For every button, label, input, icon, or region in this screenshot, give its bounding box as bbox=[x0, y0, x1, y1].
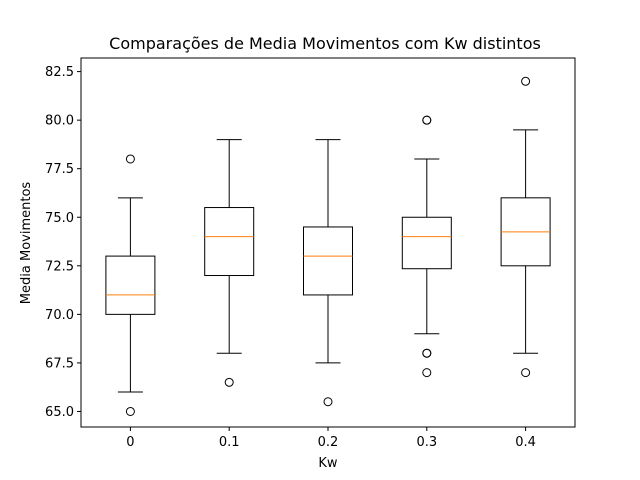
y-axis: 65.0 67.5 70.0 72.5 75.0 77.5 80.0 82.5 bbox=[45, 65, 81, 420]
x-tick-label: 0.2 bbox=[318, 435, 339, 450]
x-axis: 0 0.1 0.2 0.3 0.4 bbox=[126, 427, 536, 450]
y-tick-label: 65.0 bbox=[45, 405, 74, 420]
y-tick-label: 77.5 bbox=[45, 162, 74, 177]
box-0.1 bbox=[204, 139, 255, 387]
outlier-point bbox=[125, 154, 135, 164]
box-rect bbox=[204, 207, 255, 277]
y-tick-label: 82.5 bbox=[45, 65, 74, 80]
y-tick-label: 75.0 bbox=[45, 211, 74, 226]
x-tick-label: 0.4 bbox=[515, 435, 536, 450]
chart-title: Comparações de Media Movimentos com Kw d… bbox=[109, 34, 541, 53]
outlier-point bbox=[224, 377, 234, 387]
x-tick-label: 0.1 bbox=[219, 435, 240, 450]
outlier-point bbox=[422, 115, 432, 125]
outlier-point bbox=[323, 397, 333, 407]
boxes-group bbox=[105, 76, 551, 416]
box-rect bbox=[303, 226, 353, 296]
y-tick-label: 72.5 bbox=[45, 259, 74, 274]
box-0.3 bbox=[401, 115, 452, 378]
y-tick-label: 80.0 bbox=[45, 114, 74, 129]
y-tick-label: 67.5 bbox=[45, 356, 74, 371]
outlier-point bbox=[422, 368, 432, 378]
outlier-point bbox=[521, 76, 531, 86]
box-0.2 bbox=[303, 139, 353, 407]
outlier-point bbox=[125, 406, 135, 416]
outlier-point bbox=[521, 368, 531, 378]
box-0.4 bbox=[500, 76, 551, 378]
x-tick-label: 0 bbox=[126, 435, 134, 450]
box-rect bbox=[105, 255, 156, 315]
box-0 bbox=[105, 154, 156, 416]
y-axis-label: Media Movimentos bbox=[19, 182, 34, 305]
box-rect bbox=[401, 216, 452, 270]
y-tick-label: 70.0 bbox=[45, 308, 74, 323]
x-axis-label: Kw bbox=[318, 456, 338, 471]
outlier-point bbox=[422, 348, 432, 358]
x-tick-label: 0.3 bbox=[416, 435, 437, 450]
